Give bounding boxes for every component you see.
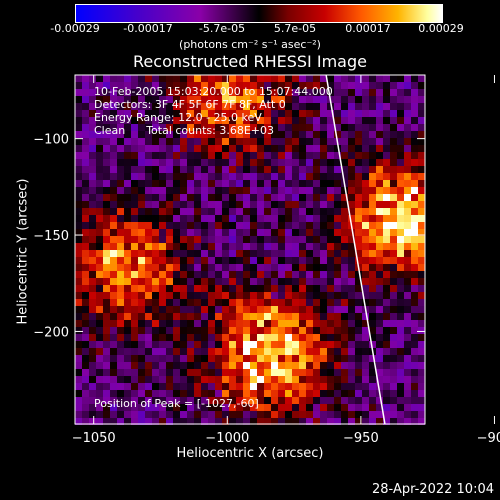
colorbar-tick: 0.00029 <box>418 22 464 35</box>
energy-range: Energy Range: 12.0 - 25.0 keV <box>94 111 262 124</box>
timestamp: 28-Apr-2022 10:04 <box>372 482 494 497</box>
chart-title: Reconstructed RHESSI Image <box>133 52 367 71</box>
clean-counts: Clean Total counts: 3.68E+03 <box>94 124 275 137</box>
peak-marker: · <box>152 209 156 223</box>
x-tick-label: −1050 <box>72 431 116 446</box>
plot-frame <box>74 74 426 425</box>
heatmap-cells <box>75 75 425 425</box>
x-axis-label: Heliocentric X (arcsec) <box>176 446 324 461</box>
colorbar <box>75 4 443 23</box>
colorbar-tick: 5.7e-05 <box>273 22 317 35</box>
detectors: Detectors: 3F 4F 5F 6F 7F 8F, Att 0 <box>94 98 286 111</box>
y-axis-label: Heliocentric Y (arcsec) <box>15 178 31 325</box>
time-range: 10-Feb-2005 15:03:20.000 to 15:07:44.000 <box>94 85 333 98</box>
x-tick-label: −950 <box>343 431 379 446</box>
peak-position: Position of Peak = [-1027,-60] <box>94 397 259 410</box>
y-tick-label: −200 <box>33 325 69 340</box>
limb-line <box>325 74 386 425</box>
colorbar-tick: -0.00029 <box>50 22 100 35</box>
y-tick-label: −100 <box>33 133 69 148</box>
colorbar-tick: 0.00017 <box>345 22 391 35</box>
x-tick-label: −900 <box>477 431 500 446</box>
colorbar-tick: -0.00017 <box>123 22 173 35</box>
colorbar-units: (photons cm⁻² s⁻¹ asec⁻²) <box>179 38 321 51</box>
colorbar-tick: -5.7e-05 <box>198 22 246 35</box>
x-tick-label: −1000 <box>205 431 249 446</box>
y-tick-label: −150 <box>33 229 69 244</box>
